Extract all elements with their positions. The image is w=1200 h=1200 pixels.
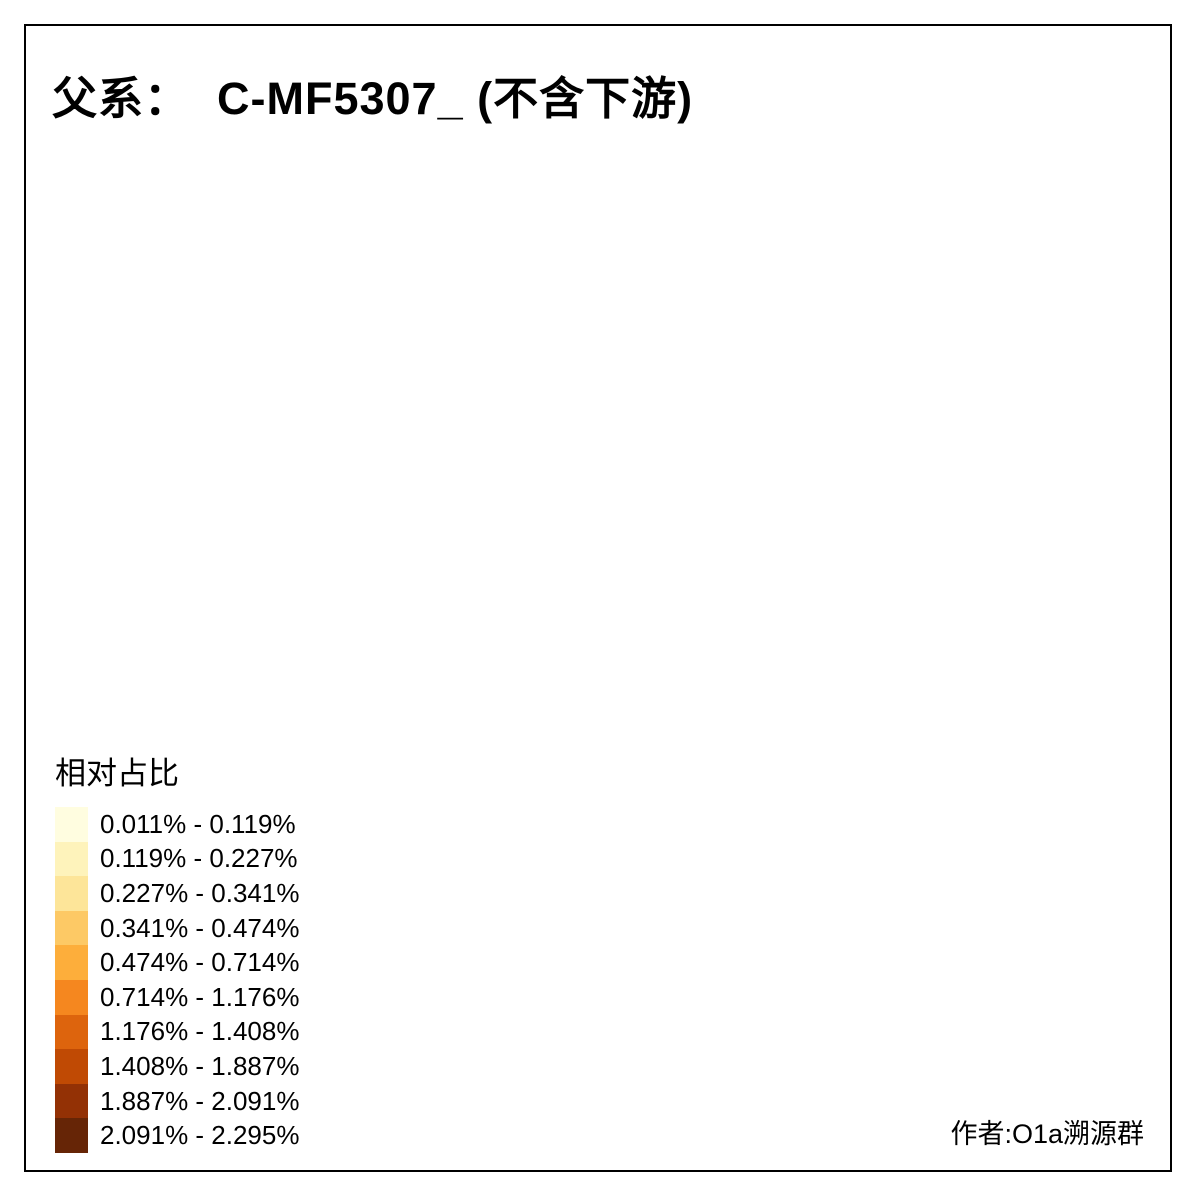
legend-label: 1.887% - 2.091% [100, 1085, 300, 1116]
legend-label: 0.341% - 0.474% [100, 912, 300, 943]
legend-row: 1.887% - 2.091% [55, 1083, 300, 1119]
legend-label: 0.474% - 0.714% [100, 947, 300, 978]
legend-rows: 0.011% - 0.119% 0.119% - 0.227% 0.227% - 0… [55, 807, 299, 1153]
legend-row: 0.227% - 0.341% [55, 876, 299, 911]
legend-swatch [55, 1014, 88, 1050]
legend-row: 0.119% - 0.227% [55, 841, 299, 877]
legend-title: 相对占比 [55, 756, 179, 791]
legend-row: 0.714% - 1.176% [55, 979, 300, 1015]
legend-label: 1.176% - 1.408% [100, 1016, 300, 1047]
legend-swatch [55, 945, 88, 980]
map-title: 父系： C-MF5307_ (不含下游) [52, 73, 694, 124]
author-credit: 作者:O1a溯源群 [950, 1119, 1144, 1149]
legend-label: 0.714% - 1.176% [100, 981, 300, 1012]
legend-label: 2.091% - 2.295% [100, 1120, 300, 1151]
legend-row: 1.176% - 1.408% [55, 1014, 300, 1050]
legend-row: 0.341% - 0.474% [55, 910, 300, 946]
legend-swatch [55, 910, 88, 946]
legend-label: 0.119% - 0.227% [100, 843, 298, 874]
legend-swatch [55, 1049, 88, 1084]
legend-swatch [55, 979, 88, 1015]
legend-swatch [55, 1083, 88, 1119]
legend-swatch [55, 807, 88, 842]
legend-label: 0.227% - 0.341% [100, 877, 300, 908]
legend-row: 1.408% - 1.887% [55, 1049, 299, 1084]
legend-row: 2.091% - 2.295% [55, 1118, 299, 1153]
legend-row: 0.011% - 0.119% [55, 807, 299, 842]
legend-swatch [55, 876, 88, 911]
legend: 相对占比 0.011% - 0.119% 0.119% - 0.227% 0.227… [55, 748, 299, 1153]
plot-frame [24, 24, 1172, 1172]
legend-label: 1.408% - 1.887% [100, 1050, 300, 1081]
legend-swatch [55, 1118, 88, 1153]
legend-swatch [55, 841, 88, 877]
legend-row: 0.474% - 0.714% [55, 945, 299, 980]
legend-label: 0.011% - 0.119% [100, 808, 296, 839]
